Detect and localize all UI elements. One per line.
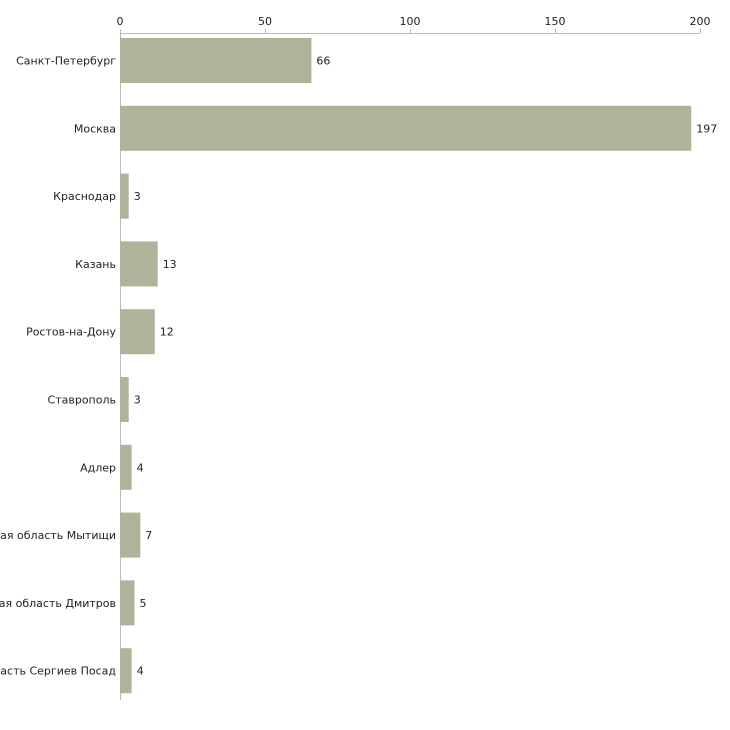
bar	[120, 377, 129, 422]
bar-value-label: 4	[137, 461, 144, 474]
bar-value-label: 5	[140, 597, 147, 610]
bar-value-label: 3	[134, 190, 141, 203]
category-label: Адлер	[80, 461, 116, 474]
bar-value-label: 3	[134, 394, 141, 407]
bar	[120, 444, 132, 490]
category-label: Московская область Мытищи	[0, 529, 116, 542]
category-label: Московская область Дмитров	[0, 597, 116, 610]
x-tick-label: 150	[545, 15, 566, 28]
bar	[120, 38, 312, 83]
bar	[120, 580, 135, 626]
bar-value-label: 13	[163, 258, 177, 271]
bars-layer: 66 197 3 13 12 3 4 7 5 4	[120, 38, 717, 694]
bar	[120, 241, 158, 287]
bar	[120, 648, 132, 694]
x-tick-label: 0	[117, 15, 124, 28]
category-label: Казань	[75, 258, 116, 271]
bar-value-label: 12	[160, 326, 174, 339]
bar	[120, 173, 129, 219]
bar-value-label: 197	[696, 122, 717, 135]
bar	[120, 309, 155, 355]
bar-value-label: 66	[316, 55, 330, 68]
bar-value-label: 4	[137, 665, 144, 678]
x-tick-label: 200	[690, 15, 711, 28]
bar	[120, 512, 141, 558]
bar-value-label: 7	[145, 529, 152, 542]
bar	[120, 105, 692, 151]
x-tick-label: 50	[258, 15, 272, 28]
category-label: Ставрополь	[48, 394, 116, 407]
category-label: Москва	[74, 122, 116, 135]
category-label: Краснодар	[53, 190, 116, 203]
category-label: Ростов-на-Дону	[26, 326, 116, 339]
x-tick-label: 100	[400, 15, 421, 28]
category-label: Московская область Сергиев Посад	[0, 665, 116, 678]
category-labels: Санкт-Петербург Москва Краснодар Казань Рост…	[0, 55, 116, 678]
category-label: Санкт-Петербург	[16, 55, 116, 68]
